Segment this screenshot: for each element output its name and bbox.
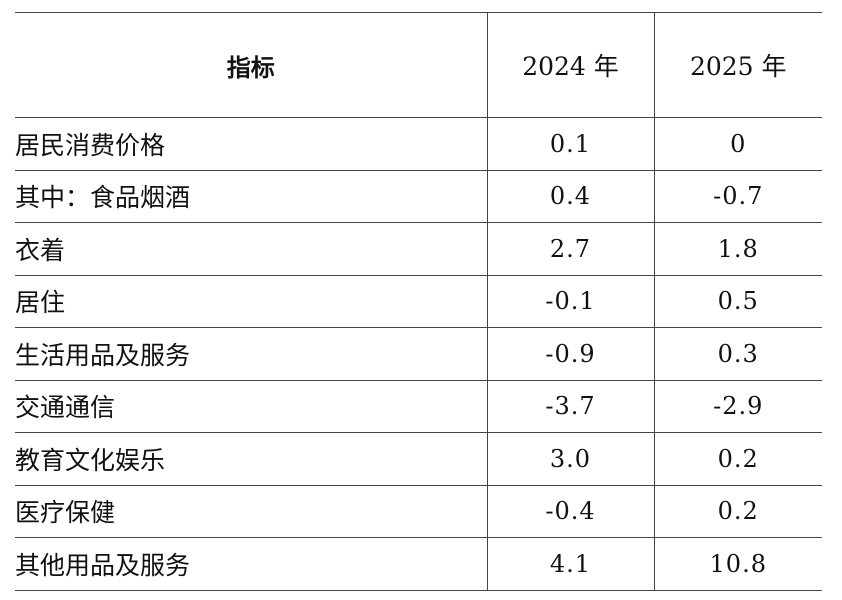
row-label: 交通通信	[15, 379, 487, 433]
header-indicator: 指标	[15, 12, 487, 118]
table-row: 居住 -0.1 0.5	[15, 274, 822, 328]
row-label: 居住	[15, 274, 487, 328]
table-row: 交通通信 -3.7 -2.9	[15, 379, 822, 433]
row-label: 教育文化娱乐	[15, 432, 487, 486]
row-label: 生活用品及服务	[15, 327, 487, 381]
value-2024: -3.7	[486, 379, 654, 433]
table-row: 教育文化娱乐 3.0 0.2	[15, 432, 822, 486]
value-2024: 3.0	[486, 432, 654, 486]
value-2024: 2.7	[486, 222, 654, 276]
row-label: 居民消费价格	[15, 117, 487, 171]
header-2024: 2024 年	[486, 12, 654, 118]
table-row: 其中：食品烟酒 0.4 -0.7	[15, 169, 822, 223]
value-2025: 0.2	[653, 484, 822, 538]
value-2025: 0.3	[653, 327, 822, 381]
value-2024: 0.1	[486, 117, 654, 171]
row-label: 其中：食品烟酒	[15, 169, 487, 223]
value-2024: -0.4	[486, 484, 654, 538]
row-label: 衣着	[15, 222, 487, 276]
value-2025: 0.5	[653, 274, 822, 328]
table-row: 居民消费价格 0.1 0	[15, 117, 822, 171]
value-2025: 10.8	[653, 537, 822, 591]
table-row: 生活用品及服务 -0.9 0.3	[15, 327, 822, 381]
table-header-row: 指标 2024 年 2025 年	[15, 12, 822, 118]
value-2024: 0.4	[486, 169, 654, 223]
value-2024: -0.1	[486, 274, 654, 328]
value-2025: 0.2	[653, 432, 822, 486]
value-2025: 1.8	[653, 222, 822, 276]
row-label: 医疗保健	[15, 484, 487, 538]
table-row: 其他用品及服务 4.1 10.8	[15, 537, 822, 591]
table-row: 医疗保健 -0.4 0.2	[15, 484, 822, 538]
header-2025: 2025 年	[653, 12, 822, 118]
row-label: 其他用品及服务	[15, 537, 487, 591]
value-2025: -0.7	[653, 169, 822, 223]
cpi-table: 指标 2024 年 2025 年 居民消费价格 0.1 0 其中：食品烟酒 0.…	[15, 12, 822, 591]
value-2024: 4.1	[486, 537, 654, 591]
value-2024: -0.9	[486, 327, 654, 381]
value-2025: 0	[653, 117, 822, 171]
value-2025: -2.9	[653, 379, 822, 433]
table-row: 衣着 2.7 1.8	[15, 222, 822, 276]
